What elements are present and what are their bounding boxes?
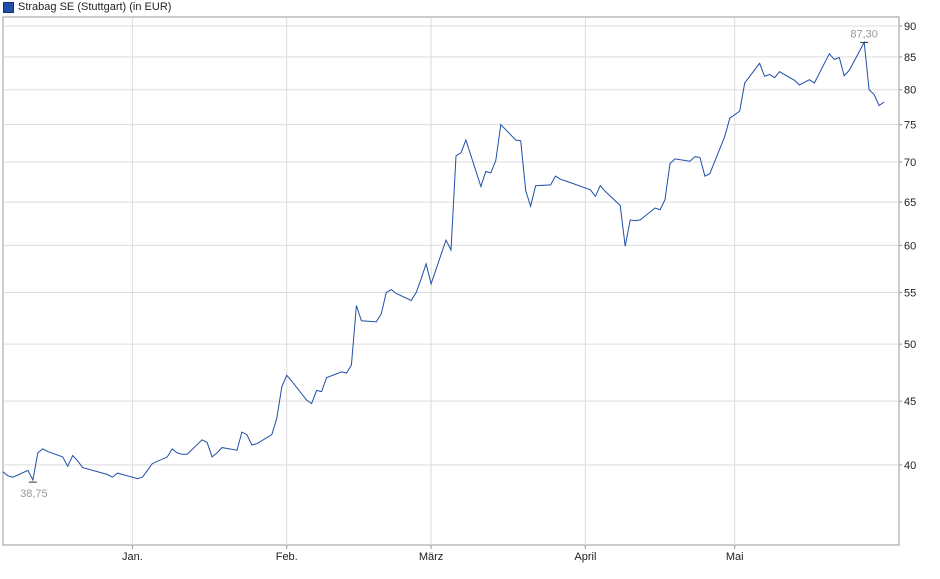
y-tick-label: 65 [904,197,916,209]
x-tick-label: Feb. [276,551,298,563]
legend-swatch-icon [3,1,14,13]
y-tick-label: 75 [904,120,916,132]
annotation-layer: 38,75 87,30 [20,28,878,500]
annotation-label-min: 38,75 [20,488,48,500]
y-tick-label: 55 [904,288,916,300]
annotation-label-max: 87,30 [850,28,878,40]
y-tick-label: 90 [904,21,916,33]
plot-frame [2,16,900,546]
legend: Strabag SE (Stuttgart) (in EUR) [3,1,171,13]
x-tick-label: Jan. [122,551,143,563]
y-tick-label: 60 [904,240,916,252]
x-tick-label: Mai [726,551,744,563]
legend-label: Strabag SE (Stuttgart) (in EUR) [18,1,172,13]
y-tick-label: 85 [904,52,916,64]
x-tick-label: März [419,551,443,563]
y-tick-label: 45 [904,396,916,408]
x-tick-label: April [574,551,596,563]
y-tick-label: 50 [904,339,916,351]
y-tick-label: 40 [904,460,916,472]
grid-layer [3,17,899,545]
y-axis: 40 45 50 55 60 65 70 75 80 85 90 [899,21,916,472]
y-tick-label: 70 [904,157,916,169]
price-series-line [2,40,885,482]
y-tick-label: 80 [904,85,916,97]
x-axis: Jan. Feb. März April Mai [122,545,744,563]
